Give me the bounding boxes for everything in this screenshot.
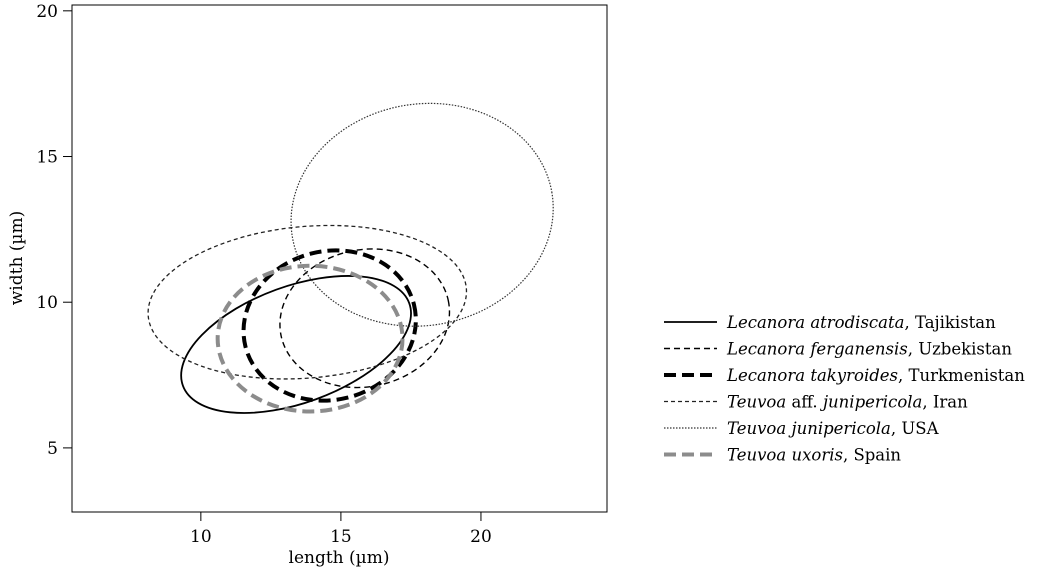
x-tick-label: 10 [190,527,212,547]
series-ellipse-5 [290,102,554,327]
x-axis-ticks: 10 15 20 [190,512,492,547]
plot-area [71,4,608,513]
y-tick-label: 5 [47,439,58,459]
legend-label-4: Teuvoa aff. junipericola, Iran [727,393,968,412]
x-axis-label: length (µm) [289,548,390,568]
y-tick-label: 10 [36,293,58,313]
y-tick-label: 20 [36,2,58,22]
y-tick-label: 15 [36,148,58,168]
legend-label-1: Lecanora atrodiscata, Tajikistan [726,313,996,332]
y-axis-ticks: 5 10 15 20 [36,2,72,459]
legend-label-6: Teuvoa uxoris, Spain [727,446,901,465]
legend-label-3: Lecanora takyroides, Turkmenistan [726,366,1025,385]
series-ellipse-1 [180,275,412,414]
series-ellipse-3 [241,248,418,403]
plot-frame [71,4,608,513]
legend: Lecanora atrodiscata, Tajikistan Lecanora… [664,313,1025,465]
legend-label-5: Teuvoa junipericola, USA [727,419,940,438]
legend-label-2: Lecanora ferganensis, Uzbekistan [726,340,1012,359]
x-tick-label: 20 [470,527,492,547]
series-ellipse-6 [215,263,405,414]
y-axis-label: width (µm) [7,211,27,306]
x-tick-label: 15 [330,527,352,547]
ellipse-series-group [147,102,554,414]
series-ellipse-4 [147,224,468,380]
